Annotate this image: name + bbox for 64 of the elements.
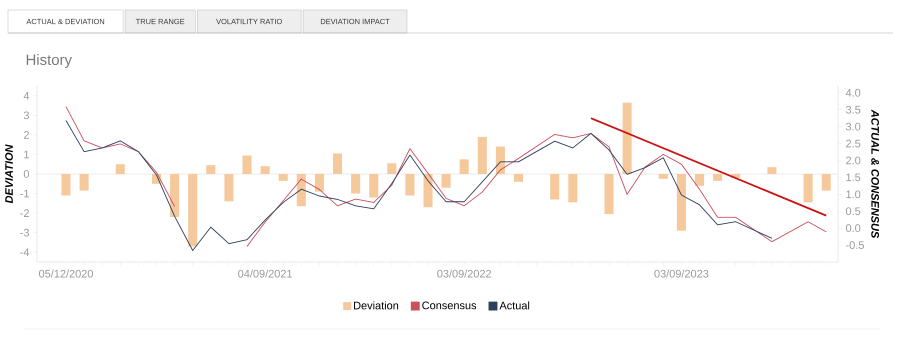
- bar: [351, 174, 360, 194]
- bar: [822, 174, 831, 191]
- bar: [604, 174, 614, 214]
- bar: [496, 146, 505, 174]
- legend-label: Actual: [499, 301, 530, 310]
- bar: [676, 174, 686, 231]
- legend-label: Deviation: [354, 301, 398, 310]
- bar: [622, 102, 632, 174]
- bar: [278, 174, 288, 181]
- bar: [242, 155, 252, 174]
- bar: [694, 174, 704, 186]
- bar: [442, 174, 451, 188]
- y2-tick-label: 4.0: [846, 88, 860, 97]
- y-tick-label: 2: [24, 131, 29, 139]
- bar: [61, 174, 71, 196]
- y2-tick-label: 3.0: [846, 122, 860, 130]
- bar: [478, 136, 487, 174]
- bar: [405, 174, 414, 196]
- y2-axis-title: ACTUAL & CONSENSUS: [871, 110, 880, 238]
- legend-label: Consensus: [422, 302, 476, 310]
- y2-tick-label: 1.5: [846, 174, 860, 182]
- y2-tick-label: 0.0: [846, 224, 860, 232]
- bar: [188, 174, 198, 246]
- y2-tick-label: 0.5: [846, 207, 860, 216]
- y-tick-label: 4: [24, 92, 30, 100]
- bar: [804, 174, 813, 202]
- bar: [206, 165, 216, 174]
- bar: [550, 174, 560, 200]
- bar: [116, 164, 125, 174]
- bar: [80, 174, 89, 191]
- bar: [767, 167, 776, 174]
- y-tick-label: -4: [20, 248, 30, 256]
- bar: [514, 174, 524, 182]
- bar: [369, 174, 378, 198]
- bar: [170, 174, 180, 218]
- x-tick-label: 04/09/2021: [238, 270, 292, 278]
- bar: [423, 174, 433, 208]
- bar: [713, 174, 722, 181]
- bar: [568, 174, 578, 202]
- y2-tick-label: 3.5: [846, 106, 860, 114]
- y-tick-label: -3: [20, 228, 29, 237]
- line-series: [66, 120, 772, 251]
- y-tick-label: 3: [24, 111, 29, 120]
- bar: [460, 159, 469, 174]
- bar: [387, 163, 396, 174]
- x-tick-label: 03/09/2022: [437, 270, 492, 278]
- bar: [658, 174, 668, 179]
- bar: [296, 174, 306, 206]
- x-tick-label: 05/12/2020: [39, 270, 93, 278]
- bar: [332, 153, 342, 174]
- x-tick-label: 03/09/2023: [654, 270, 708, 278]
- y2-tick-label: 2.5: [846, 140, 860, 148]
- y-tick-label: 0: [24, 170, 30, 178]
- bar: [260, 166, 270, 174]
- chart-title: History: [26, 54, 72, 68]
- bar: [224, 174, 234, 202]
- y2-tick-label: -0.5: [846, 241, 864, 249]
- y-tick-label: 1: [24, 150, 29, 158]
- y-axis-title: DEVIATION: [5, 144, 13, 204]
- y-tick-label: -2: [20, 209, 29, 217]
- y2-tick-label: 1.0: [846, 190, 860, 198]
- bar: [314, 174, 324, 192]
- y-tick-label: -1: [20, 190, 29, 198]
- y2-tick-label: 2.0: [846, 156, 860, 164]
